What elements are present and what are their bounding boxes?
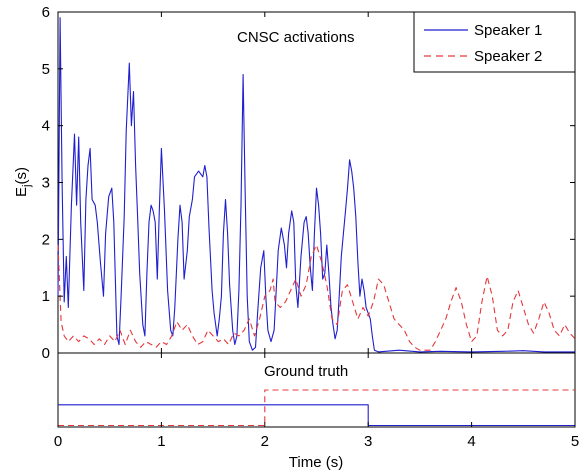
y-label-main: E — [13, 187, 30, 197]
y-tick-label: 1 — [42, 288, 50, 305]
x-tick-label: 0 — [54, 433, 62, 450]
x-tick-label: 2 — [261, 433, 269, 450]
activations-y-axis-label: Ej(s) — [13, 167, 33, 197]
legend-label-speaker-1: Speaker 1 — [474, 22, 542, 39]
activations-series-speaker-2 — [57, 244, 576, 351]
y-tick-label: 4 — [42, 118, 50, 135]
activations-y-ticks: 0 1 2 3 4 5 6 — [42, 4, 575, 362]
legend: Speaker 1 Speaker 2 — [413, 11, 576, 73]
y-tick-label: 5 — [42, 61, 50, 78]
y-tick-label: 2 — [42, 231, 50, 248]
activations-annotation: CNSC activations — [237, 29, 355, 46]
y-tick-label: 3 — [42, 175, 50, 192]
x-axis-label: Time (s) — [289, 454, 343, 471]
activations-panel: 0 1 2 3 4 5 6 CNSC activations Ej(s) Speaker 1… — [13, 4, 576, 362]
ground-truth-annotation: Ground truth — [264, 363, 348, 380]
ground-truth-panel: 0 1 2 3 4 5 Ground truth Time (s) — [54, 352, 579, 471]
legend-label-speaker-2: Speaker 2 — [474, 48, 542, 65]
y-label-sub: j — [21, 185, 33, 188]
ground-truth-x-ticks: 0 1 2 3 4 5 — [54, 353, 579, 450]
x-tick-label: 5 — [571, 433, 579, 450]
legend-box — [413, 11, 576, 73]
y-tick-label: 6 — [42, 4, 50, 21]
y-tick-label: 0 — [42, 345, 50, 362]
x-tick-label: 3 — [364, 433, 372, 450]
activations-series-layer — [57, 17, 576, 353]
x-tick-label: 4 — [467, 433, 475, 450]
x-tick-label: 1 — [157, 433, 165, 450]
y-label-suffix: (s) — [13, 167, 30, 185]
